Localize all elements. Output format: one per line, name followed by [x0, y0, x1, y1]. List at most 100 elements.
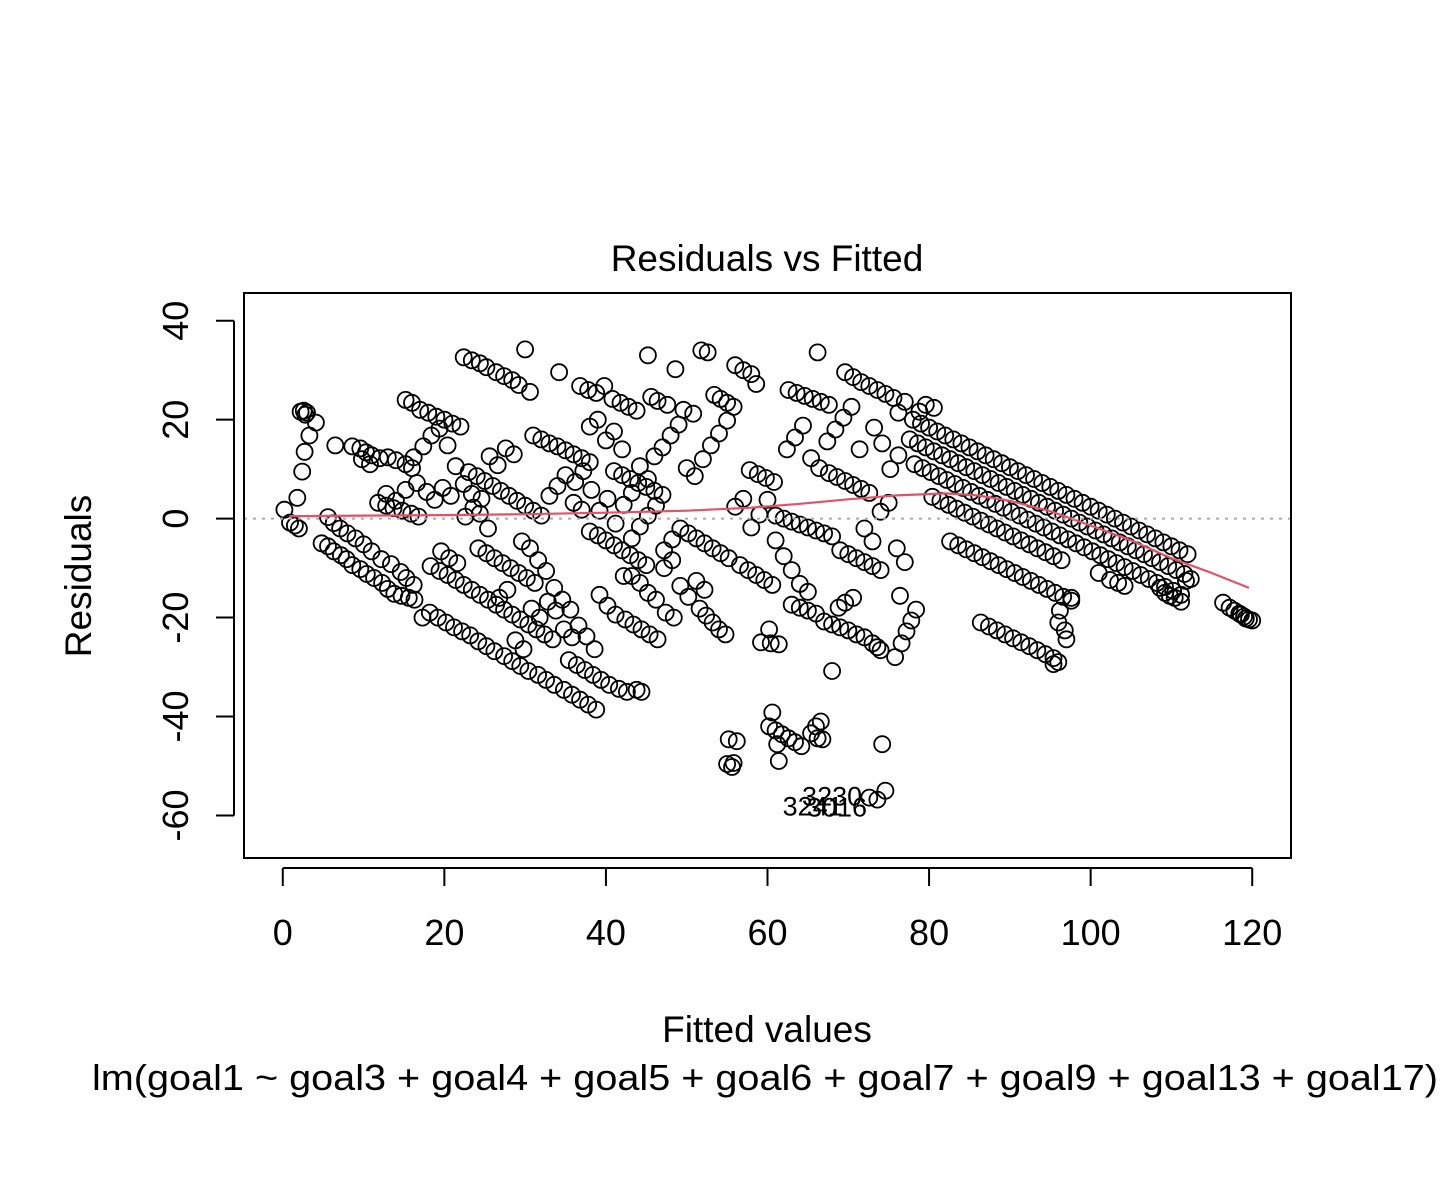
data-point	[965, 544, 984, 563]
data-point	[1070, 513, 1089, 532]
data-point	[1114, 513, 1132, 532]
data-point	[1181, 570, 1200, 588]
data-point	[813, 730, 832, 749]
data-point	[298, 403, 316, 422]
data-point	[997, 560, 1016, 578]
data-point	[404, 448, 423, 467]
data-point	[319, 508, 337, 526]
data-point	[637, 556, 656, 574]
data-point	[980, 617, 998, 636]
data-point	[1026, 514, 1045, 533]
data-point	[685, 467, 704, 486]
x-tick-label: 80	[909, 912, 949, 953]
data-point	[648, 391, 667, 410]
data-point	[860, 377, 879, 395]
data-point	[498, 580, 517, 599]
data-point	[288, 488, 307, 507]
data-point	[600, 675, 619, 694]
data-point	[404, 576, 423, 594]
y-axis: -60 -40 -20 0 20 40	[155, 301, 235, 842]
smooth-line	[289, 492, 1250, 589]
data-point	[1175, 565, 1194, 583]
data-point	[587, 700, 606, 719]
data-point	[386, 491, 405, 510]
data-point	[1167, 561, 1186, 579]
data-point	[724, 754, 743, 772]
data-point	[834, 408, 853, 427]
data-point	[1054, 505, 1073, 524]
data-point	[963, 507, 982, 526]
data-point	[799, 582, 817, 601]
data-point	[986, 494, 1005, 513]
data-point	[1232, 605, 1250, 624]
data-point	[603, 389, 622, 408]
data-point	[697, 606, 715, 625]
data-point	[411, 400, 430, 419]
data-point	[913, 459, 932, 478]
data-point	[1044, 655, 1063, 673]
data-point	[973, 548, 992, 567]
data-point	[1044, 649, 1063, 667]
data-point	[971, 613, 990, 632]
data-point	[1172, 592, 1190, 611]
data-point	[1156, 583, 1174, 602]
data-point	[716, 625, 735, 644]
data-point	[611, 393, 630, 412]
data-point	[1049, 481, 1068, 500]
data-point	[572, 449, 591, 468]
data-point	[525, 574, 544, 592]
data-point	[1001, 458, 1019, 477]
data-point	[614, 495, 633, 514]
data-point	[774, 547, 793, 566]
data-point	[939, 495, 958, 514]
smooth-line-layer	[289, 492, 1250, 589]
data-point	[1004, 629, 1022, 648]
data-point	[989, 474, 1008, 492]
data-point	[1115, 577, 1134, 595]
data-point	[453, 622, 472, 641]
data-point	[1083, 542, 1102, 561]
data-point	[847, 549, 866, 568]
data-point	[790, 598, 809, 617]
data-point	[698, 343, 717, 362]
y-tick-label: -40	[155, 690, 196, 742]
data-point	[550, 363, 568, 382]
data-point	[844, 588, 862, 607]
data-point	[811, 712, 830, 731]
data-point	[892, 634, 911, 653]
data-point	[769, 635, 788, 654]
data-point	[421, 557, 440, 575]
data-point	[839, 545, 858, 564]
data-point	[427, 407, 446, 426]
data-point	[782, 512, 801, 531]
data-point	[871, 641, 890, 660]
data-point	[669, 415, 688, 434]
data-point	[448, 554, 467, 572]
data-point	[598, 489, 617, 508]
data-point	[988, 621, 1006, 640]
data-point	[889, 446, 908, 465]
data-point	[487, 363, 506, 382]
data-point	[1062, 588, 1081, 607]
data-point	[580, 453, 599, 472]
scatter-points	[275, 340, 1262, 809]
data-point	[564, 445, 583, 464]
data-point	[758, 490, 777, 509]
data-point	[779, 381, 798, 399]
data-point	[907, 600, 925, 619]
data-point	[666, 360, 685, 379]
data-point	[1020, 637, 1039, 656]
data-point	[281, 513, 299, 532]
data-point	[661, 426, 680, 445]
data-point	[997, 477, 1016, 496]
data-point	[1057, 485, 1076, 504]
data-point	[1038, 580, 1056, 598]
data-point	[386, 451, 405, 470]
data-point	[614, 567, 633, 585]
data-point	[405, 590, 424, 609]
data-point	[747, 375, 766, 393]
data-point	[944, 430, 963, 449]
data-point	[1059, 530, 1077, 549]
data-point	[391, 563, 410, 581]
